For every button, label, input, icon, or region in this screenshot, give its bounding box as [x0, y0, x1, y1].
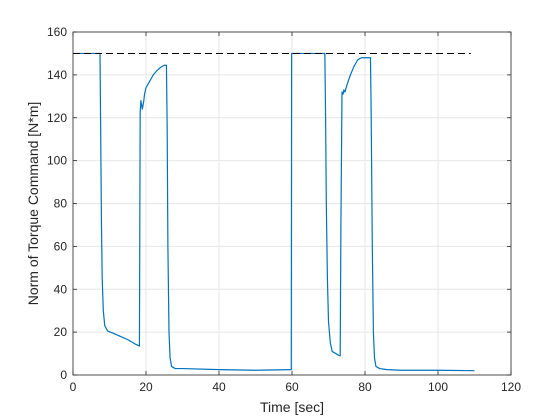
y-tick-label: 140: [47, 68, 67, 82]
axis-ticks: 0 20 40 60 80 100 120 0 20 40 60 80 100 120 140 160: [47, 25, 521, 394]
x-axis-label: Time [sec]: [260, 399, 324, 415]
x-tick-label: 80: [358, 380, 372, 394]
y-tick-label: 20: [54, 325, 68, 339]
y-tick-label: 100: [47, 154, 67, 168]
x-tick-label: 20: [139, 380, 153, 394]
y-tick-label: 80: [54, 197, 68, 211]
torque-command-series: [73, 52, 475, 372]
x-tick-label: 40: [212, 380, 226, 394]
x-tick-label: 60: [285, 380, 299, 394]
y-tick-label: 160: [47, 25, 67, 39]
y-tick-label: 120: [47, 111, 67, 125]
plot-area: [73, 52, 475, 372]
x-tick-label: 0: [70, 380, 77, 394]
y-tick-label: 60: [54, 239, 68, 253]
y-tick-label: 0: [60, 368, 67, 382]
x-tick-label: 100: [428, 380, 448, 394]
x-tick-label: 120: [501, 380, 521, 394]
y-tick-label: 40: [54, 282, 68, 296]
y-axis-label: Norm of Torque Command [N*m]: [25, 102, 41, 306]
